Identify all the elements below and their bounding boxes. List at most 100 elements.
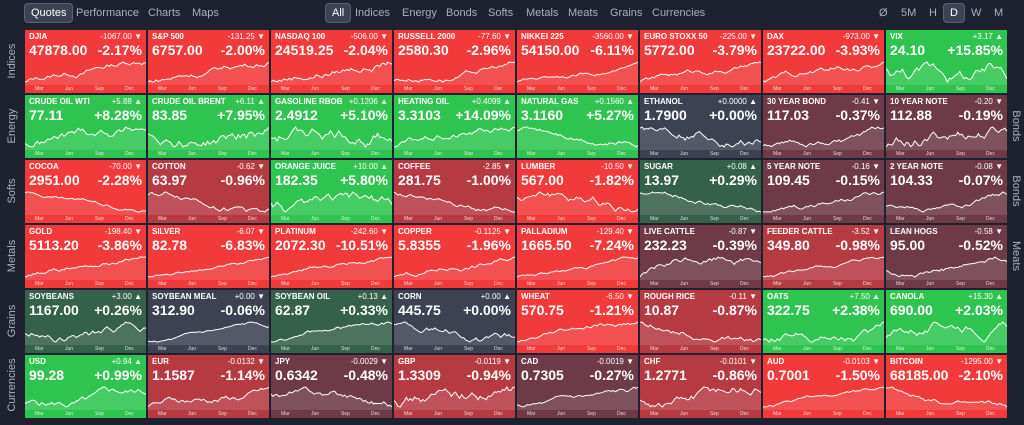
month-tick-label: Mar xyxy=(527,86,536,92)
quote-tile-oats[interactable]: OATS +7.50 ▲ 322.75 +2.38% Mar Jun Sep Dec xyxy=(763,290,884,353)
quote-tile-canola[interactable]: CANOLA +15.30 ▲ 690.00 +2.03% Mar Jun Sep Dec xyxy=(886,290,1007,353)
quote-tile-palladium[interactable]: PALLADIUM -129.40 ▼ 1665.50 -7.24% Mar Jun Sep… xyxy=(517,225,638,288)
sparkline-line xyxy=(148,191,269,213)
price-sparkline xyxy=(763,126,884,150)
filter-bonds[interactable]: Bonds xyxy=(446,7,478,19)
quote-tile-rough-rice[interactable]: ROUGH RICE -0.11 ▼ 10.87 -0.87% Mar Jun Sep Dec xyxy=(640,290,761,353)
quote-tile-gasoline-rbob[interactable]: GASOLINE RBOB +0.1206 ▲ 2.4912 +5.10% Mar Jun… xyxy=(271,95,392,158)
price-sparkline xyxy=(886,321,1007,345)
price-sparkline xyxy=(640,61,761,85)
percent-change: -2.17% xyxy=(97,42,142,58)
tab-maps[interactable]: Maps xyxy=(192,7,219,19)
net-change-value: +7.50 xyxy=(849,292,870,301)
quote-tile-corn[interactable]: CORN +0.00 ▲ 445.75 +0.00% Mar Jun Sep Dec xyxy=(394,290,515,353)
quote-tile-jpy[interactable]: JPY -0.0029 ▼ 0.6342 -0.48% Mar Jun Sep Dec xyxy=(271,355,392,418)
quote-tile-copper[interactable]: COPPER -0.1125 ▼ 5.8355 -1.96% Mar Jun Sep Dec xyxy=(394,225,515,288)
quote-tile-wheat[interactable]: WHEAT -6.50 ▼ 570.75 -1.21% Mar Jun Sep Dec xyxy=(517,290,638,353)
net-change-value: +0.1560 xyxy=(594,97,624,106)
quote-tile-10-year-note[interactable]: 10 YEAR NOTE -0.20 ▼ 112.88 -0.19% Mar Jun Sep… xyxy=(886,95,1007,158)
net-change: -0.87 ▼ xyxy=(729,227,757,236)
quote-tile-lean-hogs[interactable]: LEAN HOGS -0.58 ▼ 95.00 -0.52% Mar Jun Sep Dec xyxy=(886,225,1007,288)
filter-meats[interactable]: Meats xyxy=(568,7,598,19)
last-price: 281.75 xyxy=(398,172,441,188)
filter-grains[interactable]: Grains xyxy=(610,7,643,19)
quote-tile-gbp[interactable]: GBP -0.0119 ▼ 1.3309 -0.94% Mar Jun Sep Dec xyxy=(394,355,515,418)
quote-tile-live-cattle[interactable]: LIVE CATTLE -0.87 ▼ 232.23 -0.39% Mar Jun Sep D… xyxy=(640,225,761,288)
quote-tile-feeder-cattle[interactable]: FEEDER CATTLE -3.52 ▼ 349.80 -0.98% Mar Jun Se… xyxy=(763,225,884,288)
quote-tile-s-p-500[interactable]: S&P 500 -131.25 ▼ 6757.00 -2.00% Mar Jun Sep De… xyxy=(148,30,269,93)
timeframe-d[interactable]: D xyxy=(943,3,965,23)
price-sparkline xyxy=(517,126,638,150)
quote-tile-bitcoin[interactable]: BITCOIN -1295.00 ▼ 68185.00 -2.10% Mar Jun Sep… xyxy=(886,355,1007,418)
quote-tile-soybean-meal[interactable]: SOYBEAN MEAL +0.00 ▼ 312.90 -0.06% Mar Jun Sep… xyxy=(148,290,269,353)
quote-tile-ethanol[interactable]: ETHANOL +0.0000 ▲ 1.7900 +0.00% Mar Jun Sep Dec xyxy=(640,95,761,158)
percent-change: -3.86% xyxy=(97,237,142,253)
net-change-value: +0.4099 xyxy=(471,97,501,106)
quote-tile-djia[interactable]: DJIA -1067.00 ▼ 47878.00 -2.17% Mar Jun Sep Dec xyxy=(25,30,146,93)
tab-performance[interactable]: Performance xyxy=(76,7,139,19)
net-change: +6.11 ▲ xyxy=(235,97,265,106)
quote-tile-euro-stoxx-50[interactable]: EURO STOXX 50 -225.00 ▼ 5772.00 -3.79% Mar Ju… xyxy=(640,30,761,93)
quote-tile-gold[interactable]: GOLD -198.40 ▼ 5113.20 -3.86% Mar Jun Sep Dec xyxy=(25,225,146,288)
quote-tile-heating-oil[interactable]: HEATING OIL +0.4099 ▲ 3.3103 +14.09% Mar Jun S… xyxy=(394,95,515,158)
instrument-name: BITCOIN xyxy=(890,357,923,366)
quote-tile-cad[interactable]: CAD -0.0019 ▼ 0.7305 -0.27% Mar Jun Sep Dec xyxy=(517,355,638,418)
tab-charts[interactable]: Charts xyxy=(148,7,181,19)
quote-tile-chf[interactable]: CHF -0.0101 ▼ 1.2771 -0.86% Mar Jun Sep Dec xyxy=(640,355,761,418)
month-tick-label: Dec xyxy=(863,151,872,157)
timeframe-5m[interactable]: 5M xyxy=(901,7,917,19)
month-tick-label: Dec xyxy=(248,281,257,287)
instrument-name: COCOA xyxy=(29,162,59,171)
quote-tile-orange-juice[interactable]: ORANGE JUICE +10.00 ▲ 182.35 +5.80% Mar Jun Se… xyxy=(271,160,392,223)
quote-tile-dax[interactable]: DAX -973.00 ▼ 23722.00 -3.93% Mar Jun Sep Dec xyxy=(763,30,884,93)
quote-tile-crude-oil-wti[interactable]: CRUDE OIL WTI +5.88 ▲ 77.11 +8.28% Mar Jun Sep… xyxy=(25,95,146,158)
quote-tile-lumber[interactable]: LUMBER -10.50 ▼ 567.00 -1.82% Mar Jun Sep Dec xyxy=(517,160,638,223)
quote-tile-platinum[interactable]: PLATINUM -242.60 ▼ 2072.30 -10.51% Mar Jun Sep… xyxy=(271,225,392,288)
timeframe-h[interactable]: H xyxy=(929,7,937,19)
filter-all[interactable]: All xyxy=(325,3,352,23)
quote-tile-sugar[interactable]: SUGAR +0.08 ▲ 13.97 +0.29% Mar Jun Sep Dec xyxy=(640,160,761,223)
quote-tile-russell-2000[interactable]: RUSSELL 2000 -77.60 ▼ 2580.30 -2.96% Mar Jun S… xyxy=(394,30,515,93)
quote-tile-nikkei-225[interactable]: NIKKEI 225 -3560.00 ▼ 54150.00 -6.11% Mar Jun… xyxy=(517,30,638,93)
sparkline-area xyxy=(886,387,1007,410)
arrow-down-icon: ▼ xyxy=(623,357,634,366)
quote-tile-natural-gas[interactable]: NATURAL GAS +0.1560 ▲ 3.1160 +5.27% Mar Jun Se… xyxy=(517,95,638,158)
percent-change: -0.06% xyxy=(220,302,265,318)
timeframe-m[interactable]: M xyxy=(994,7,1004,19)
quote-tile-vix[interactable]: VIX +3.17 ▲ 24.10 +15.85% Mar Jun Sep Dec xyxy=(886,30,1007,93)
quote-tile-soybean-oil[interactable]: SOYBEAN OIL +0.13 ▲ 62.87 +0.33% Mar Jun Sep De… xyxy=(271,290,392,353)
timeframe-w[interactable]: W xyxy=(971,7,982,19)
filter-energy[interactable]: Energy xyxy=(402,7,437,19)
quote-tile-2-year-note[interactable]: 2 YEAR NOTE -0.08 ▼ 104.33 -0.07% Mar Jun Sep D… xyxy=(886,160,1007,223)
sparkline-line xyxy=(271,256,392,278)
quote-tile-crude-oil-brent[interactable]: CRUDE OIL BRENT +6.11 ▲ 83.85 +7.95% Mar Jun S… xyxy=(148,95,269,158)
sparkline-line xyxy=(25,386,146,408)
filter-softs[interactable]: Softs xyxy=(488,7,514,19)
quote-tile-eur[interactable]: EUR -0.0132 ▼ 1.1587 -1.14% Mar Jun Sep Dec xyxy=(148,355,269,418)
tab-quotes[interactable]: Quotes xyxy=(24,3,74,23)
net-change-value: +15.30 xyxy=(968,292,993,301)
timeframe-none[interactable]: Ø xyxy=(879,7,888,19)
month-tick-label: Mar xyxy=(35,86,44,92)
month-tick-label: Sep xyxy=(956,281,965,287)
quote-tile-cotton[interactable]: COTTON -0.62 ▼ 63.97 -0.96% Mar Jun Sep Dec xyxy=(148,160,269,223)
quote-tile-5-year-note[interactable]: 5 YEAR NOTE -0.16 ▼ 109.45 -0.15% Mar Jun Sep D… xyxy=(763,160,884,223)
price-sparkline xyxy=(763,191,884,215)
filter-indices[interactable]: Indices xyxy=(355,7,390,19)
quote-tile-soybeans[interactable]: SOYBEANS +3.00 ▲ 1167.00 +0.26% Mar Jun Sep Dec xyxy=(25,290,146,353)
quote-tile-nasdaq-100[interactable]: NASDAQ 100 -506.00 ▼ 24519.25 -2.04% Mar Jun S… xyxy=(271,30,392,93)
quote-tile-silver[interactable]: SILVER -6.07 ▼ 82.78 -6.83% Mar Jun Sep Dec xyxy=(148,225,269,288)
quote-tile-aud[interactable]: AUD -0.0103 ▼ 0.7001 -1.50% Mar Jun Sep Dec xyxy=(763,355,884,418)
price-sparkline xyxy=(25,191,146,215)
filter-currencies[interactable]: Currencies xyxy=(652,7,706,19)
month-tick-label: Jun xyxy=(926,411,935,417)
arrow-down-icon: ▼ xyxy=(623,292,634,301)
quote-tile-cocoa[interactable]: COCOA -70.00 ▼ 2951.00 -2.28% Mar Jun Sep Dec xyxy=(25,160,146,223)
filter-metals[interactable]: Metals xyxy=(526,7,559,19)
sparkline-area xyxy=(148,322,269,345)
month-tick-label: Mar xyxy=(650,151,659,157)
quote-tile-usd[interactable]: USD +0.94 ▲ 99.28 +0.99% Mar Jun Sep Dec xyxy=(25,355,146,418)
sparkline-line xyxy=(271,126,392,148)
quote-tile-30-year-bond[interactable]: 30 YEAR BOND -0.41 ▼ 117.03 -0.37% Mar Jun Sep… xyxy=(763,95,884,158)
quote-tile-coffee[interactable]: COFFEE -2.85 ▼ 281.75 -1.00% Mar Jun Sep Dec xyxy=(394,160,515,223)
